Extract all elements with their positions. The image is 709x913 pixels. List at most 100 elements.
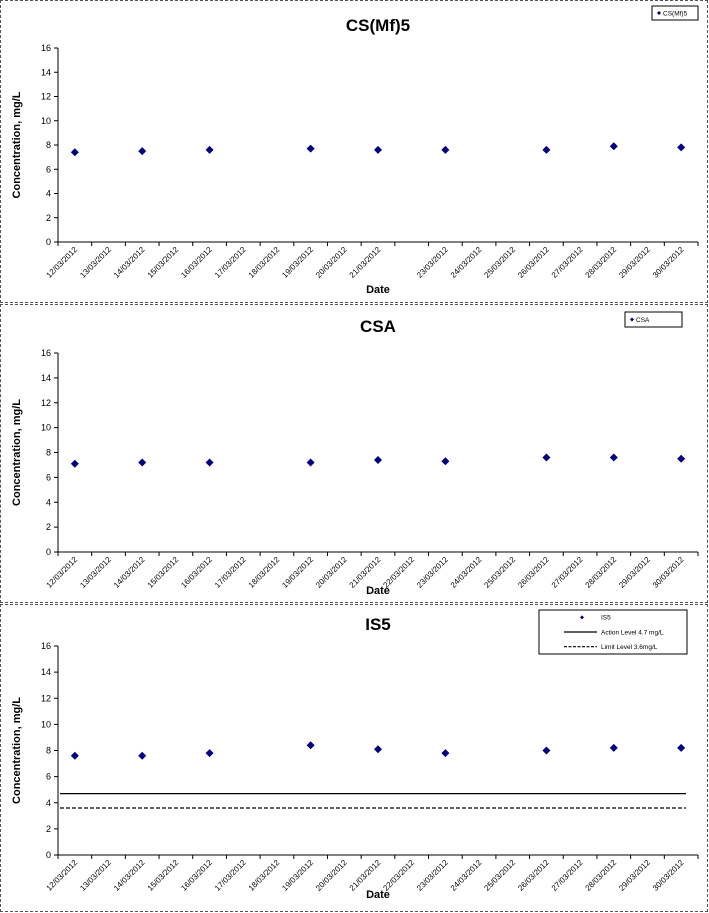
y-tick-label: 10 — [41, 423, 51, 433]
x-tick-label: 30/03/2012 — [651, 245, 686, 280]
y-tick-label: 8 — [46, 140, 51, 150]
x-tick-label: 30/03/2012 — [651, 858, 686, 893]
data-point — [70, 148, 79, 157]
x-tick-label: 16/03/2012 — [179, 858, 214, 893]
legend-marker — [657, 11, 661, 15]
x-tick-label: 14/03/2012 — [112, 245, 147, 280]
y-tick-label: 8 — [46, 746, 51, 756]
data-point — [441, 457, 450, 466]
y-tick-label: 10 — [41, 116, 51, 126]
y-tick-label: 6 — [46, 164, 51, 174]
legend-box — [624, 311, 683, 328]
data-point — [677, 143, 686, 152]
x-tick-label: 28/03/2012 — [584, 555, 619, 590]
x-tick-label: 23/03/2012 — [415, 555, 450, 590]
x-tick-label: 25/03/2012 — [482, 245, 517, 280]
y-tick-label: 4 — [46, 497, 51, 507]
chart-title: CS(Mf)5 — [346, 16, 410, 35]
x-tick-label: 26/03/2012 — [516, 245, 551, 280]
data-point — [306, 458, 315, 467]
x-axis-label: Date — [366, 585, 390, 597]
legend-label: CS(Mf)5 — [663, 10, 688, 17]
data-point — [609, 453, 618, 462]
y-axis-label: Concentration, mg/L — [11, 399, 23, 506]
x-tick-label: 24/03/2012 — [449, 858, 484, 893]
x-tick-label: 18/03/2012 — [247, 245, 282, 280]
x-tick-label: 28/03/2012 — [584, 245, 619, 280]
data-point — [677, 454, 686, 463]
data-point — [441, 749, 450, 758]
y-tick-label: 10 — [41, 719, 51, 729]
x-tick-label: 19/03/2012 — [280, 555, 315, 590]
x-tick-label: 19/03/2012 — [280, 858, 315, 893]
chart-title: CSA — [360, 317, 396, 336]
x-tick-label: 21/03/2012 — [348, 245, 383, 280]
y-tick-label: 6 — [46, 772, 51, 782]
x-tick-label: 19/03/2012 — [280, 245, 315, 280]
x-tick-label: 12/03/2012 — [45, 858, 80, 893]
x-tick-label: 15/03/2012 — [146, 245, 181, 280]
data-point — [138, 458, 147, 467]
y-tick-label: 8 — [46, 448, 51, 458]
chart-csa: CSA 0 2 4 6 8 10 12 14 16 12/03/2012 13/03/2012 14/0… — [11, 311, 699, 597]
y-axis-label: Concentration, mg/L — [11, 697, 23, 804]
y-tick-label: 2 — [46, 522, 51, 532]
y-tick-label: 0 — [46, 237, 51, 247]
data-point — [609, 743, 618, 752]
x-tick-label: 17/03/2012 — [213, 858, 248, 893]
x-tick-label: 29/03/2012 — [617, 555, 652, 590]
x-tick-label: 25/03/2012 — [482, 555, 517, 590]
x-tick-label: 18/03/2012 — [247, 555, 282, 590]
x-tick-label: 23/03/2012 — [415, 245, 450, 280]
legend-label: IS5 — [601, 615, 611, 622]
x-tick-label: 14/03/2012 — [112, 555, 147, 590]
legend-label: Action Level 4.7 mg/L — [601, 629, 664, 636]
legend-marker — [630, 317, 634, 322]
y-tick-label: 12 — [41, 92, 51, 102]
y-tick-label: 16 — [41, 348, 51, 358]
data-point — [542, 746, 551, 755]
x-tick-label: 24/03/2012 — [449, 555, 484, 590]
y-tick-label: 6 — [46, 472, 51, 482]
legend-box — [651, 5, 699, 21]
x-tick-label: 15/03/2012 — [146, 858, 181, 893]
x-tick-label: 27/03/2012 — [550, 858, 585, 893]
data-point — [677, 743, 686, 752]
y-tick-label: 0 — [46, 850, 51, 860]
data-point — [138, 147, 147, 156]
x-tick-label: 25/03/2012 — [482, 858, 517, 893]
x-tick-label: 20/03/2012 — [314, 555, 349, 590]
x-tick-label: 23/03/2012 — [415, 858, 450, 893]
legend-label: CSA — [636, 317, 650, 324]
x-tick-label: 16/03/2012 — [179, 245, 214, 280]
y-tick-label: 4 — [46, 798, 51, 808]
y-tick-label: 4 — [46, 189, 51, 199]
x-tick-label: 13/03/2012 — [78, 245, 113, 280]
data-point — [609, 142, 618, 151]
x-tick-label: 24/03/2012 — [449, 245, 484, 280]
x-tick-label: 27/03/2012 — [550, 555, 585, 590]
chart-panel-is5: IS5 0 2 4 6 8 10 12 14 16 12/03/2012 13/03/2012 14/0… — [0, 604, 708, 912]
x-tick-label: 21/03/2012 — [348, 858, 383, 893]
x-axis-label: Date — [366, 284, 390, 296]
data-point — [441, 145, 450, 154]
x-tick-label: 17/03/2012 — [213, 245, 248, 280]
y-tick-label: 16 — [41, 641, 51, 651]
y-axis-label: Concentration, mg/L — [11, 91, 23, 198]
legend-box — [538, 609, 688, 655]
x-tick-label: 26/03/2012 — [516, 858, 551, 893]
data-point — [70, 751, 79, 760]
y-tick-label: 0 — [46, 547, 51, 557]
data-point — [306, 741, 315, 750]
x-tick-label: 30/03/2012 — [651, 555, 686, 590]
y-tick-label: 2 — [46, 213, 51, 223]
data-point — [205, 458, 214, 467]
chart-panel-cs-mf5: CS(Mf)5 0 2 4 6 8 10 12 14 16 12/03/2012 13/03/2012… — [0, 0, 708, 303]
data-point — [374, 455, 382, 464]
data-point — [70, 459, 79, 468]
y-tick-label: 16 — [41, 43, 51, 53]
data-point — [138, 751, 147, 760]
x-tick-label: 12/03/2012 — [45, 245, 80, 280]
data-point — [205, 749, 214, 758]
x-tick-label: 27/03/2012 — [550, 245, 585, 280]
